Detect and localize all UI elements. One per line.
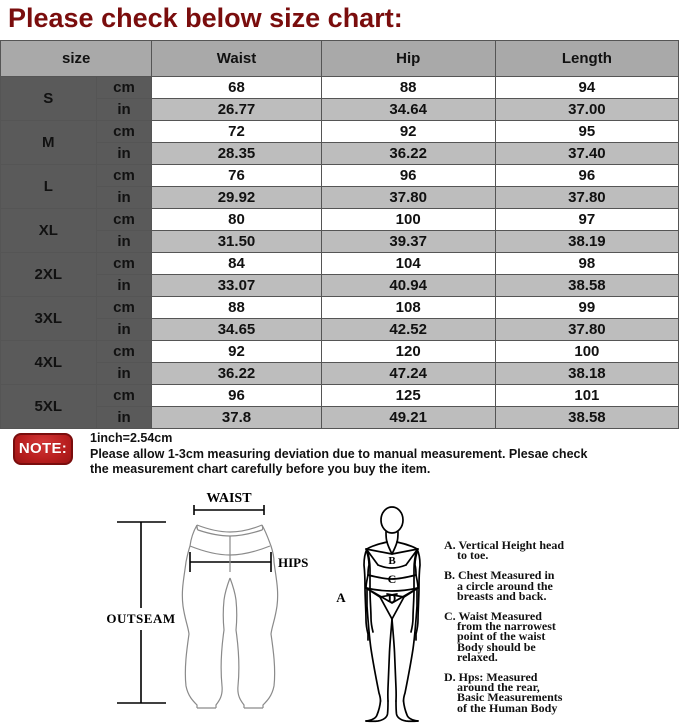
svg-text:D: D [388, 591, 397, 605]
svg-text:HIPS: HIPS [278, 555, 308, 570]
svg-text:B: B [388, 555, 396, 567]
svg-text:A: A [336, 590, 346, 605]
svg-text:OUTSEAM: OUTSEAM [106, 611, 175, 626]
svg-text:C: C [388, 572, 397, 586]
svg-text:WAIST: WAIST [206, 491, 252, 506]
